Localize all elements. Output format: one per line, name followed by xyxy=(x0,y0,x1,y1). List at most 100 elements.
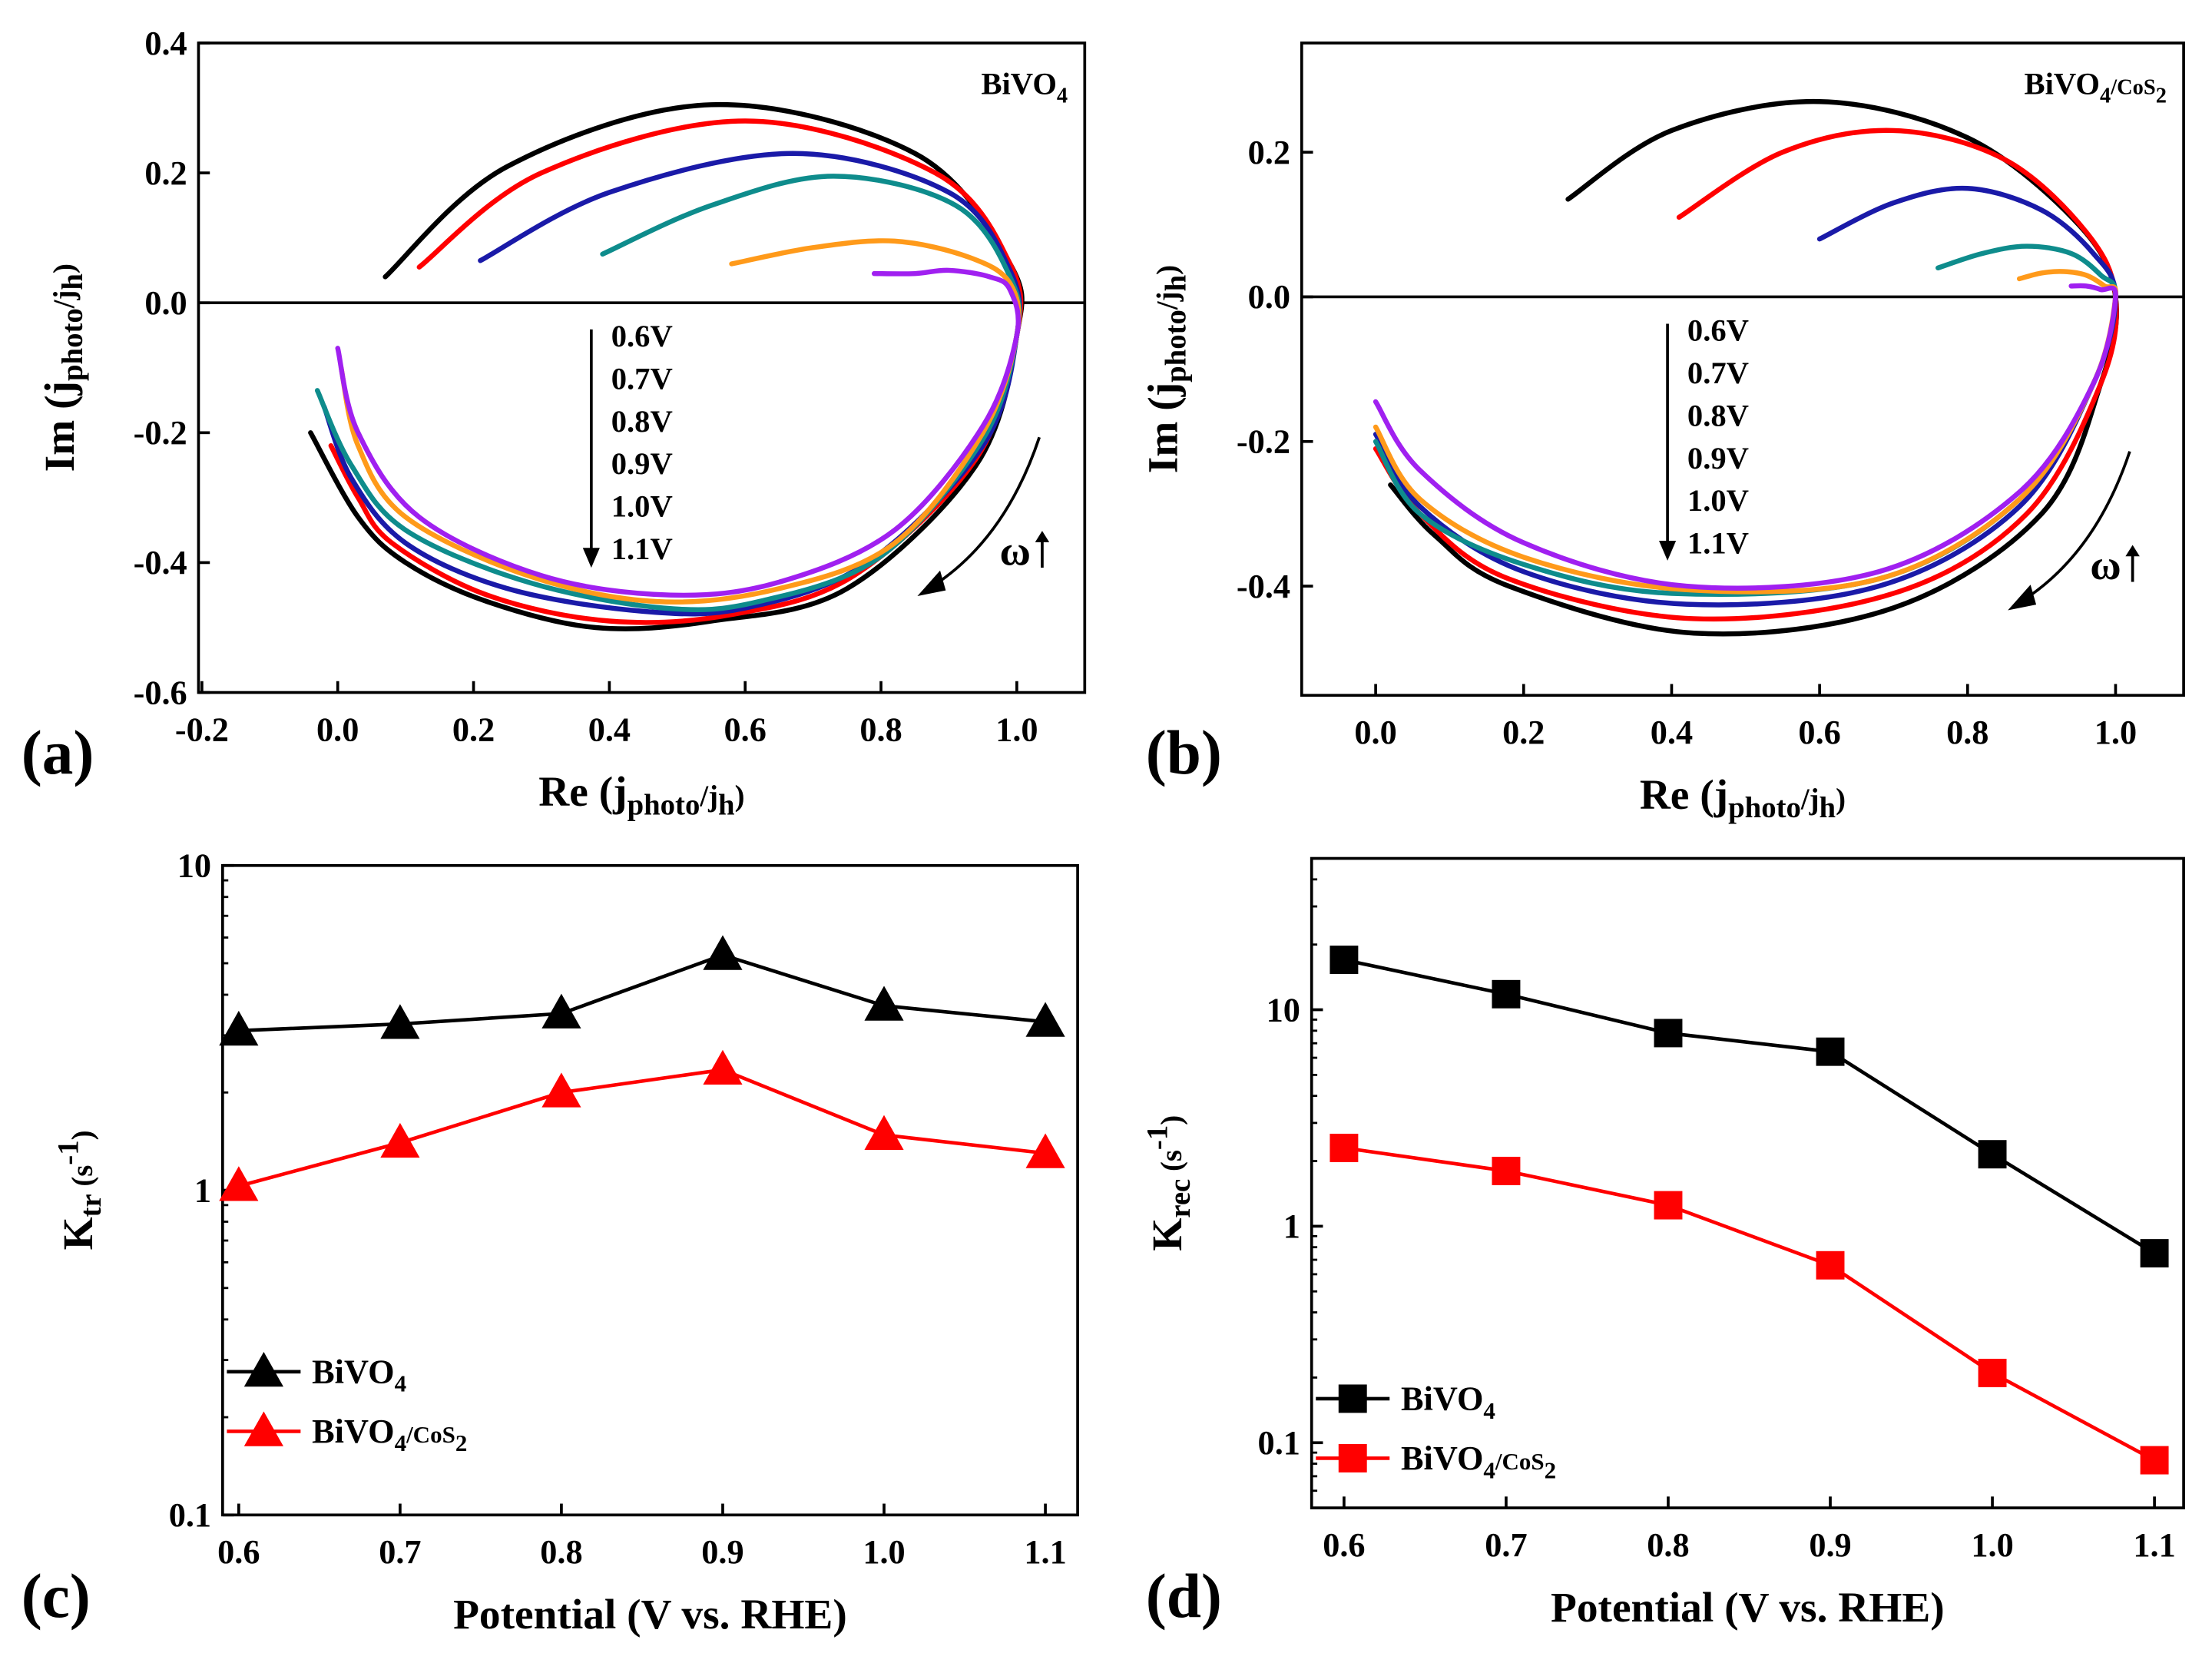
potential-label: 1.0V xyxy=(611,489,673,524)
x-tick-label: 0.4 xyxy=(588,711,631,748)
data-point-0 xyxy=(1492,979,1521,1009)
y-axis-label-part: -1 xyxy=(1141,1125,1174,1150)
potential-label: 0.6V xyxy=(1687,313,1749,348)
x-tick-label: 0.2 xyxy=(1502,714,1545,751)
potential-label: 0.7V xyxy=(611,361,673,396)
panel-title: BiVO4 xyxy=(981,66,1068,108)
y-axis-label-part: Im (j xyxy=(1139,383,1186,473)
series-line-0 xyxy=(238,952,1046,1033)
data-point-0 xyxy=(1978,1140,2007,1169)
x-axis-label-part: Re (j xyxy=(1640,771,1728,818)
y-tick-label: 0.4 xyxy=(144,25,187,62)
data-point-1 xyxy=(1816,1251,1845,1280)
x-tick-label: 1.0 xyxy=(995,711,1038,748)
x-tick-label: 0.2 xyxy=(452,711,495,748)
legend-label-1-part: 2 xyxy=(1545,1456,1557,1483)
potential-label: 1.1V xyxy=(611,532,673,566)
panel-title: BiVO4/CoS2 xyxy=(2025,66,2167,108)
y-axis-label: Krec (s-1) xyxy=(1141,1115,1197,1251)
legend-label-0-part: 4 xyxy=(1483,1397,1495,1424)
panel-label: (a) xyxy=(22,718,94,787)
y-tick-label: -0.6 xyxy=(134,674,187,711)
omega-label: ω xyxy=(2090,542,2121,588)
legend-label-1-part: 4 xyxy=(1483,1456,1495,1483)
x-tick-label: 1.0 xyxy=(863,1533,905,1571)
y-axis-label-part: Im (j xyxy=(36,381,83,472)
plot-frame xyxy=(1310,856,2185,1509)
panel-title-part: /CoS xyxy=(2110,75,2155,99)
x-tick-label: 0.6 xyxy=(217,1533,260,1571)
legend-label-1-part: /CoS xyxy=(1495,1448,1545,1475)
y-axis-label-part: photo xyxy=(1159,310,1192,383)
arrow-head-icon xyxy=(1659,541,1677,561)
up-arrow-head-icon xyxy=(1035,531,1050,542)
data-point-1 xyxy=(380,1122,420,1158)
data-point-1 xyxy=(1025,1133,1065,1168)
legend-marker-0 xyxy=(243,1351,283,1387)
legend-label-0: BiVO4 xyxy=(312,1353,406,1397)
potential-label: 0.8V xyxy=(611,404,673,439)
series-line-0 xyxy=(1343,958,2156,1255)
x-axis-label: Re (jphoto/jh) xyxy=(538,768,744,821)
arrow-head-icon xyxy=(582,548,600,568)
x-tick-label: 0.7 xyxy=(379,1533,421,1571)
x-tick-label: 0.0 xyxy=(316,711,359,748)
data-point-1 xyxy=(1330,1133,1359,1162)
legend-label-0-part: 4 xyxy=(395,1370,407,1397)
x-tick-label: 0.9 xyxy=(1809,1526,1851,1564)
nyquist-curve-1.1V xyxy=(335,267,1022,598)
panel-b-nyquist-bivo4-cos2: 0.0 0.2 0.4 0.6 0.8 1.0 -0.4 -0.2 0.0 0.2 (b) Re (j… xyxy=(1139,41,2185,824)
y-tick-label: 10 xyxy=(1267,991,1300,1029)
x-axis-label-part: ) xyxy=(735,780,745,813)
y-tick-label: 0.1 xyxy=(1258,1424,1300,1462)
plot-frame xyxy=(197,41,1087,694)
x-axis-label-part: photo xyxy=(628,788,700,821)
y-tick-label: 10 xyxy=(177,847,211,885)
y-tick-label: -0.2 xyxy=(1237,423,1290,461)
series-line-1 xyxy=(1343,1146,2156,1463)
y-tick-label: 0.2 xyxy=(144,154,187,192)
y-axis-label-part: ) xyxy=(1151,265,1184,275)
legend-label-1-part: /CoS xyxy=(406,1421,455,1448)
panel-c-ktr-chart: 0.6 0.7 0.8 0.9 1.0 1.1 0.1 1 10 (c) Potential (V … xyxy=(22,847,1079,1638)
data-point-0 xyxy=(1654,1019,1683,1048)
x-tick-label: 1.1 xyxy=(1024,1533,1066,1571)
legend-label-1: BiVO4/CoS2 xyxy=(312,1413,467,1456)
series-line-1 xyxy=(238,1068,1046,1188)
y-axis-label-part: h xyxy=(56,273,89,290)
x-tick-label: 0.8 xyxy=(859,711,902,748)
potential-label: 1.1V xyxy=(1687,526,1749,561)
x-tick-label: 0.8 xyxy=(1946,714,1988,751)
panel-title-part: BiVO xyxy=(2025,66,2100,101)
y-axis-label-part: (s xyxy=(1155,1150,1188,1179)
frequency-arrow xyxy=(2015,451,2131,606)
legend-label-1: BiVO4/CoS2 xyxy=(1401,1439,1556,1483)
panel-label: (c) xyxy=(22,1562,91,1631)
x-axis-label-part: Re (j xyxy=(538,768,627,815)
data-point-0 xyxy=(1330,946,1359,975)
x-axis-label: Re (jphoto/jh) xyxy=(1640,771,1846,824)
x-tick-label: 0.7 xyxy=(1485,1526,1527,1564)
y-tick-label: 0.1 xyxy=(169,1496,211,1534)
x-tick-label: 1.0 xyxy=(1971,1526,2013,1564)
y-tick-label: -0.4 xyxy=(1237,568,1290,605)
y-axis-label-part: ) xyxy=(48,263,81,273)
x-tick-label: 0.8 xyxy=(540,1533,582,1571)
nyquist-curve-0.6V xyxy=(308,101,1025,631)
x-tick-label: 1.1 xyxy=(2133,1526,2175,1564)
x-axis-label-part: ) xyxy=(1836,783,1846,816)
potential-label: 0.6V xyxy=(611,319,673,353)
y-axis-label: Im (jphoto/jh) xyxy=(1139,265,1192,473)
legend-label-0-part: BiVO xyxy=(312,1353,394,1391)
x-tick-label: 0.0 xyxy=(1354,714,1396,751)
potential-label: 0.9V xyxy=(1687,441,1749,475)
y-axis-label-part: ) xyxy=(66,1131,99,1141)
panel-title-part: 4 xyxy=(1057,84,1068,108)
y-axis-label: Im (jphoto/jh) xyxy=(36,263,89,472)
y-tick-label: 0.0 xyxy=(144,284,187,322)
data-point-0 xyxy=(864,986,904,1021)
x-tick-label: 0.9 xyxy=(701,1533,743,1571)
y-axis-label-part: tr xyxy=(75,1194,108,1217)
y-axis-label-part: -1 xyxy=(52,1140,85,1164)
